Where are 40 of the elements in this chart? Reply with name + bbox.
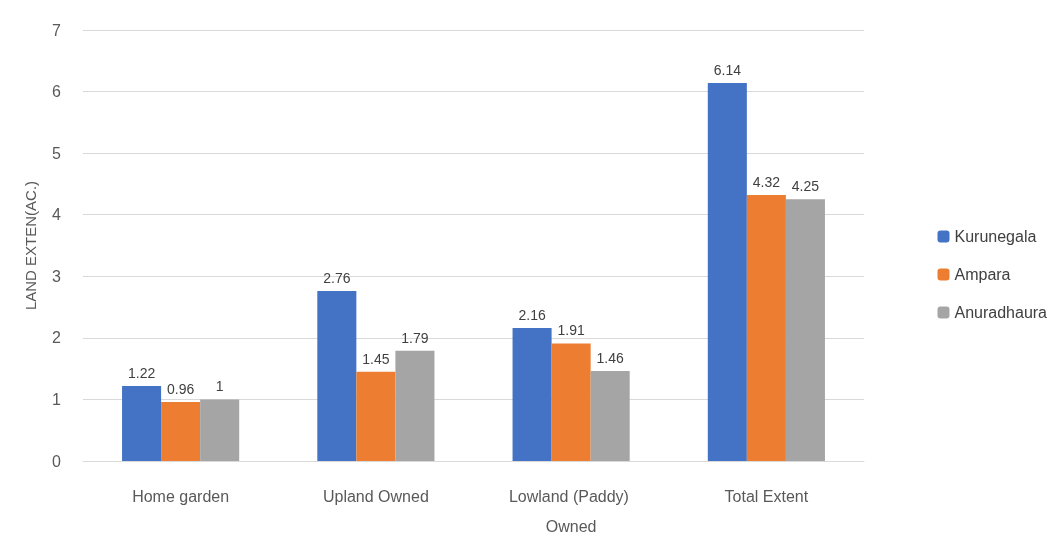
data-label: 2.16 [518,307,546,324]
x-tick-label: Total Extent [724,487,809,505]
y-tick-label: 3 [52,267,62,285]
bar [161,401,201,461]
bar [200,399,240,461]
data-label: 1.46 [596,350,625,367]
data-label: 1.79 [401,329,429,346]
bar [512,328,552,461]
y-tick-label: 6 [52,83,62,101]
bar [707,82,747,461]
data-label: 4.25 [791,178,820,195]
data-label: 6.14 [713,61,742,78]
legend-label: Anuradhaura [954,304,1048,321]
bar [785,199,825,461]
bar [356,371,396,461]
y-tick-label: 1 [52,390,62,408]
y-tick-label: 4 [52,206,62,224]
bar [746,195,786,461]
y-tick-label: 2 [52,329,62,347]
data-label: 1.91 [557,322,585,339]
bar [551,343,591,461]
y-tick-label: 5 [52,144,62,162]
data-label: 1.45 [362,350,390,367]
x-tick-label: Home garden [132,487,230,505]
y-axis-title: LAND EXTEN(AC.) [22,180,39,311]
bar [590,371,630,461]
data-label: 0.96 [167,380,195,397]
bar [395,350,435,461]
y-tick-label: 7 [52,21,62,39]
x-tick-label: Lowland (Paddy) Owned [508,487,634,535]
data-label: 1 [215,378,224,395]
data-label: 2.76 [323,270,351,287]
bar [122,385,162,461]
data-label: 4.32 [752,174,781,191]
legend-label: Kurunegala [954,228,1037,245]
data-label: 1.22 [127,364,156,381]
legend-label: Ampara [954,266,1011,283]
bar [317,291,357,461]
y-tick-label: 0 [52,452,62,470]
x-tick-label: Upland Owned [322,487,429,505]
